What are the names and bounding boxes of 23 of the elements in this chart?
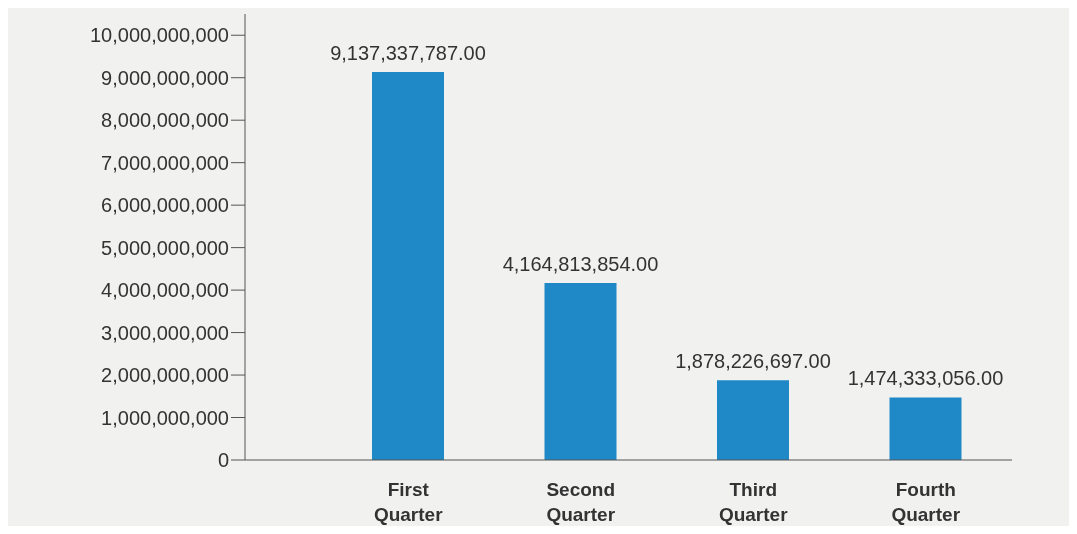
data-label: 1,474,333,056.00	[847, 367, 1004, 390]
y-tick-label: 2,000,000,000	[101, 364, 229, 387]
y-tick-label: 5,000,000,000	[101, 236, 229, 259]
y-tick-label: 4,000,000,000	[101, 279, 229, 302]
x-tick-label: Second Quarter	[546, 479, 616, 525]
y-tick-label: 9,000,000,000	[101, 66, 229, 89]
y-tick-label: 10,000,000,000	[89, 24, 229, 47]
data-label: 4,164,813,854.00	[502, 253, 659, 276]
y-tick-label: 3,000,000,000	[101, 321, 229, 344]
y-tick-label: 0	[217, 449, 229, 472]
bar	[372, 71, 444, 460]
x-tick-label: First Quarter	[373, 479, 444, 525]
bar	[717, 380, 789, 460]
y-tick-label: 8,000,000,000	[101, 109, 229, 132]
bar	[544, 283, 617, 460]
data-label: 1,878,226,697.00	[675, 350, 831, 373]
bar	[889, 397, 962, 460]
data-label: 9,137,337,787.00	[330, 41, 486, 64]
x-tick-label: Third Quarter	[718, 479, 789, 525]
x-tick-label: Fourth Quarter	[891, 479, 961, 525]
y-tick-label: 7,000,000,000	[101, 151, 229, 174]
y-tick-label: 6,000,000,000	[101, 194, 229, 217]
y-tick-label: 1,000,000,000	[101, 406, 229, 429]
